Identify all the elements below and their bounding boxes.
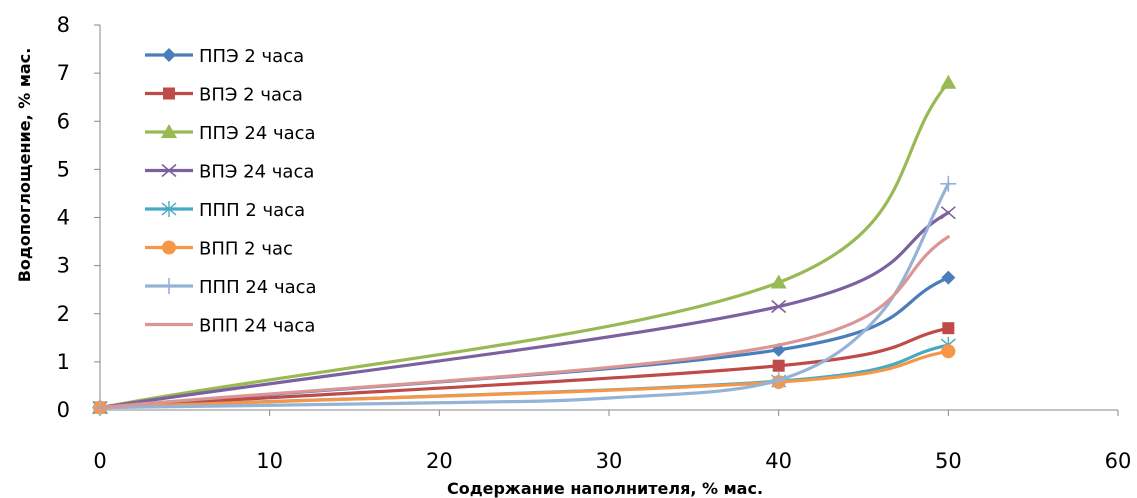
- legend-label: ВПП 2 час: [199, 239, 293, 260]
- legend-item-1: ППЭ 2 часа: [145, 46, 304, 67]
- legend-item-5: ППП 2 часа: [145, 200, 305, 221]
- legend-item-7: ППП 24 часа: [145, 277, 317, 298]
- x-tick-label: 60: [1105, 449, 1132, 473]
- data-point: [770, 372, 787, 389]
- legend-label: ВПЭ 2 часа: [199, 85, 303, 106]
- axes: 0 1 2 3 4 5 6 7 8 0 10 20 30 40 50 60: [57, 13, 1132, 473]
- data-point: [770, 274, 787, 289]
- legend-label: ВПП 24 часа: [199, 316, 315, 337]
- legend-item-8: ВПП 24 часа: [145, 316, 315, 337]
- legend-label: ППЭ 2 часа: [199, 46, 304, 67]
- legend-item-4: ВПЭ 24 часа: [145, 162, 314, 183]
- x-tick-label: 20: [426, 449, 453, 473]
- legend-marker: [163, 87, 175, 100]
- y-tick-label: 3: [57, 254, 70, 278]
- marker-stroke: [161, 163, 177, 178]
- series-6: [93, 344, 956, 415]
- y-tick-label: 0: [57, 398, 70, 422]
- series-line: [98, 211, 950, 410]
- series-8: [98, 235, 950, 410]
- legend-marker: [162, 240, 176, 255]
- legend-item-3: ППЭ 24 часа: [145, 123, 316, 144]
- x-tick-label: 50: [935, 449, 962, 473]
- data-point: [940, 175, 957, 192]
- legend-item-2: ВПЭ 2 часа: [145, 85, 303, 106]
- y-tick-label: 2: [57, 302, 70, 326]
- legend-marker: [162, 48, 176, 62]
- series-line: [98, 349, 950, 410]
- legend-marker: [161, 163, 177, 178]
- legend-marker: [161, 201, 177, 217]
- x-axis-title: Содержание наполнителя, % мас.: [447, 479, 763, 498]
- x-tick-label: 40: [765, 449, 792, 473]
- series-line: [98, 235, 950, 410]
- legend-label: ППП 24 часа: [199, 277, 317, 298]
- legend-label: ВПЭ 24 часа: [199, 162, 314, 183]
- data-point: [771, 299, 787, 314]
- series-line: [98, 81, 950, 410]
- series-line: [98, 326, 950, 410]
- y-tick-label: 6: [57, 109, 70, 133]
- marker-stroke: [771, 299, 787, 314]
- x-tick-label: 10: [256, 449, 283, 473]
- legend-marker: [161, 124, 177, 138]
- legend-item-6: ВПП 2 час: [145, 239, 293, 260]
- y-axis-title: Водопоглощение, % мас.: [15, 48, 34, 283]
- y-tick-label: 8: [57, 13, 70, 37]
- y-tick-label: 4: [57, 206, 70, 230]
- legend-label: ППЭ 24 часа: [199, 123, 316, 144]
- legend-marker: [161, 278, 177, 294]
- y-tick-label: 5: [57, 157, 70, 181]
- marker-stroke: [940, 206, 956, 220]
- series-group: [92, 74, 957, 416]
- y-tick-label: 1: [57, 350, 70, 374]
- data-point: [772, 359, 785, 372]
- data-point: [942, 322, 955, 335]
- series-line: [98, 182, 950, 410]
- x-tick-label: 30: [596, 449, 623, 473]
- data-point: [941, 344, 956, 359]
- legend-label: ППП 2 часа: [199, 200, 305, 221]
- x-tick-label: 0: [93, 449, 106, 473]
- y-tick-label: 7: [57, 61, 70, 85]
- legend: ППЭ 2 часа ВПЭ 2 часа ППЭ 24 часа ВПЭ 24 ча…: [145, 46, 317, 337]
- data-point: [941, 270, 956, 285]
- data-point: [940, 74, 957, 89]
- data-point: [940, 206, 956, 220]
